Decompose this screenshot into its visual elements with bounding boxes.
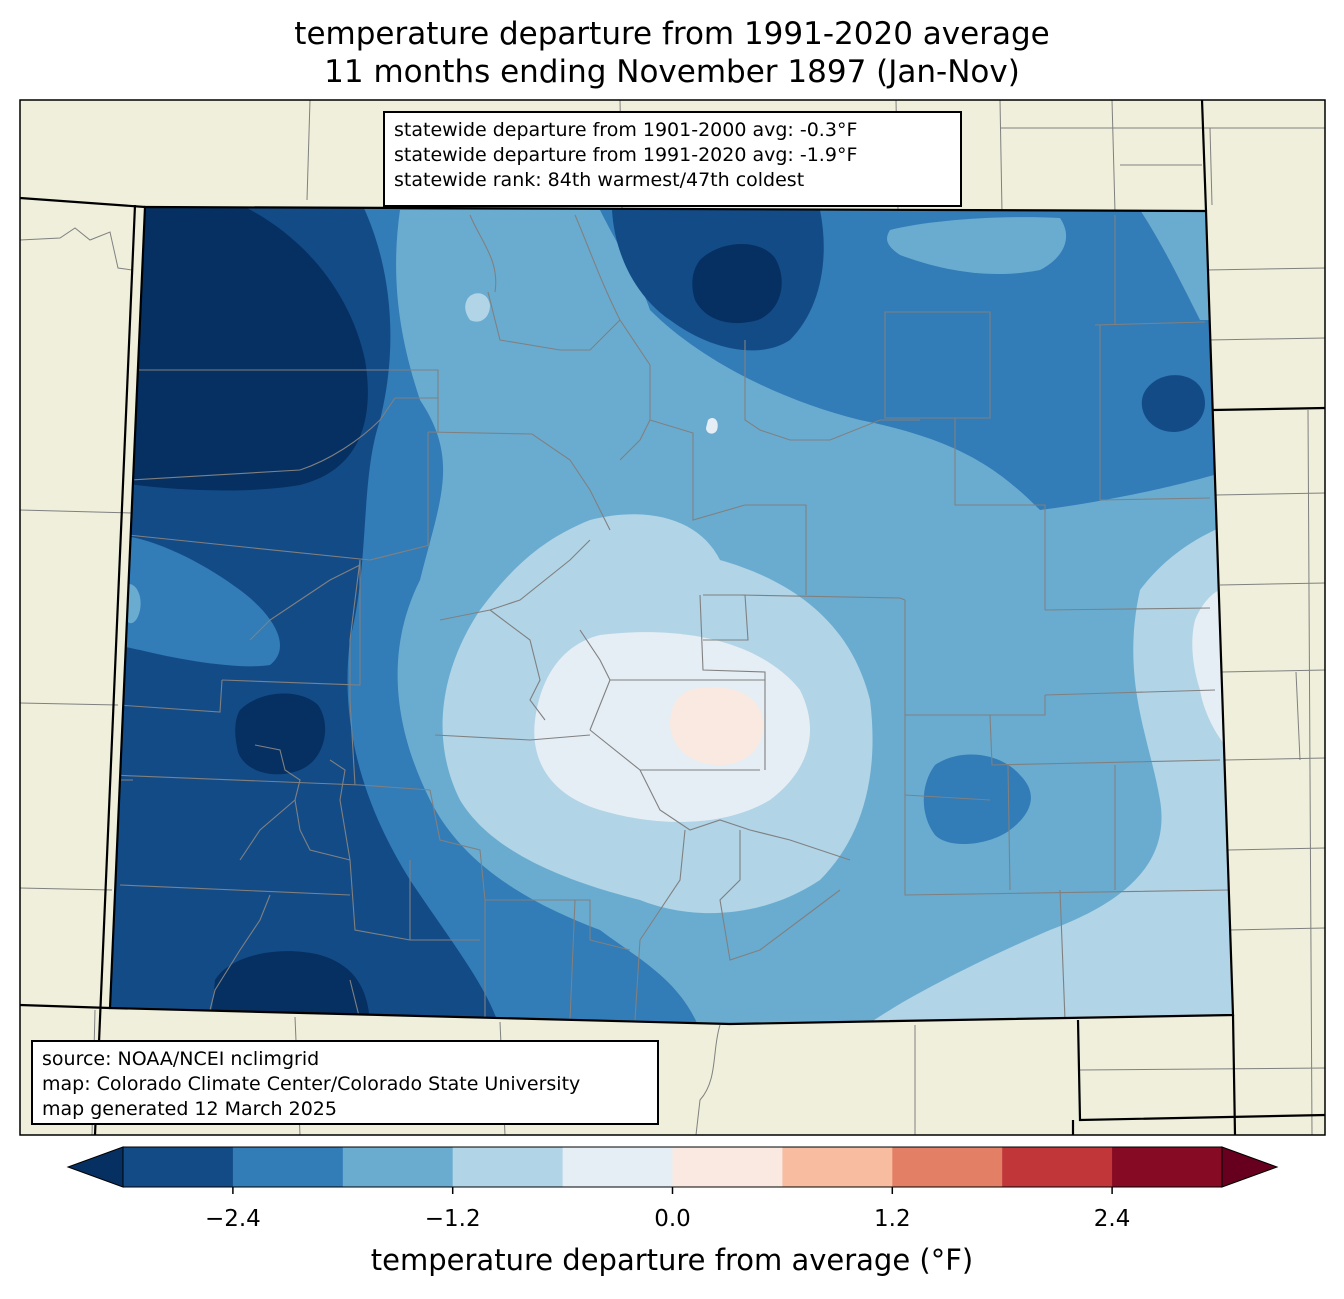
colorbar [66, 1146, 1279, 1194]
colorbar-bin [892, 1147, 1003, 1187]
source-box: source: NOAA/NCEI nclimgrid map: Colorad… [31, 1040, 659, 1125]
colorbar-bin [1112, 1147, 1223, 1187]
map-title-line2: 11 months ending November 1897 (Jan-Nov) [324, 54, 1020, 90]
source-line: source: NOAA/NCEI nclimgrid [42, 1048, 320, 1070]
colorado-border [108, 205, 1235, 1026]
map-title-line1: temperature departure from 1991-2020 ave… [294, 16, 1050, 52]
colorbar-bin [672, 1147, 783, 1187]
colorbar-bin [452, 1147, 564, 1187]
colorbar-bin [562, 1147, 673, 1187]
colorbar-bin [782, 1147, 893, 1187]
colorado-county-lines [110, 214, 1231, 1021]
colorbar-tick-label: 0.0 [654, 1206, 691, 1232]
map-credit-line: map: Colorado Climate Center/Colorado St… [42, 1073, 581, 1095]
colorbar-bin [123, 1147, 234, 1187]
colorbar-tick-label: −1.2 [424, 1206, 481, 1232]
colorbar-bin [232, 1147, 344, 1187]
map-frame [19, 99, 1326, 1136]
stat-line-1901-2000: statewide departure from 1901-2000 avg: … [394, 119, 858, 141]
colorbar-tick-label: 1.2 [874, 1206, 911, 1232]
stat-line-1991-2020: statewide departure from 1991-2020 avg: … [394, 144, 858, 166]
colorbar-tick-label: 2.4 [1093, 1206, 1131, 1232]
colorbar-tick-label: −2.4 [204, 1206, 261, 1232]
colorbar-label: temperature departure from average (°F) [370, 1243, 974, 1277]
colorbar-over-arrow [1221, 1146, 1279, 1188]
temperature-contours [110, 207, 1233, 1024]
colorbar-bin [1002, 1147, 1113, 1187]
colorbar-under-arrow [66, 1146, 124, 1188]
stat-line-rank: statewide rank: 84th warmest/47th coldes… [394, 169, 805, 191]
generated-date-line: map generated 12 March 2025 [42, 1098, 337, 1120]
colorbar-bin [342, 1147, 454, 1187]
state-boundaries [20, 100, 1325, 1135]
statewide-stats-box: statewide departure from 1901-2000 avg: … [383, 111, 962, 207]
